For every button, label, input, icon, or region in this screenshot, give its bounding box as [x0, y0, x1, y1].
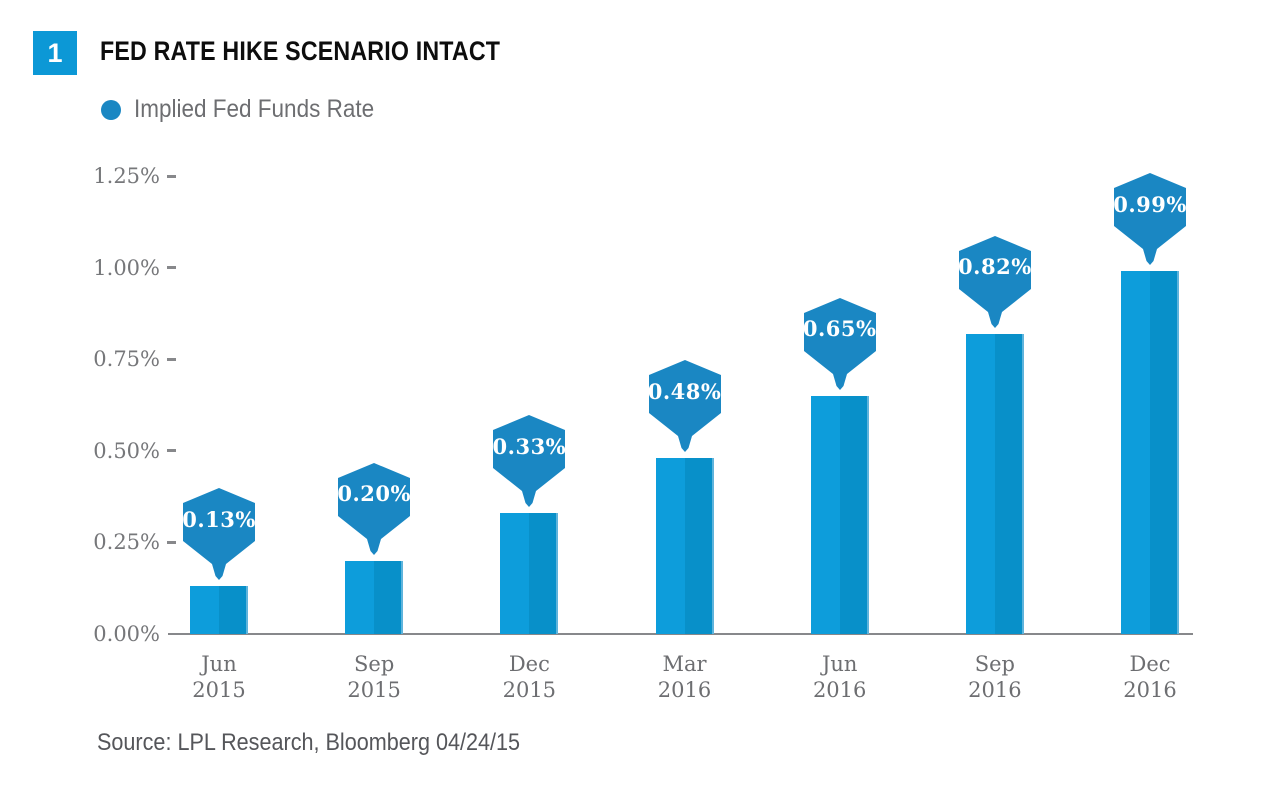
x-axis-label: Sep 2015	[304, 651, 444, 703]
bar-value-callout: 0.48%	[647, 360, 722, 453]
y-axis-tick-label: 0.25%	[93, 530, 160, 555]
x-axis-line	[168, 633, 1193, 635]
x-axis-label-month: Dec	[508, 652, 550, 676]
bar	[655, 458, 714, 634]
bar-value-label: 0.82%	[958, 254, 1032, 280]
bar-value-label: 0.65%	[802, 316, 877, 342]
legend-dot-icon	[101, 99, 121, 120]
bar-value-label: 0.20%	[337, 481, 411, 507]
y-axis-tick-label: 1.00%	[93, 255, 160, 280]
y-axis-tick-mark	[167, 174, 176, 178]
bar	[190, 586, 248, 634]
bar-value-callout: 0.99%	[1113, 173, 1187, 266]
bar-value-callout: 0.82%	[958, 235, 1032, 328]
x-axis-label-month: Jun	[201, 652, 237, 676]
x-axis-label-year: 2016	[968, 678, 1022, 702]
bar-value-callout: 0.65%	[802, 297, 877, 390]
y-axis-tick-mark	[167, 357, 176, 361]
legend-label: Implied Fed Funds Rate	[134, 95, 375, 123]
x-axis-label: Sep 2016	[925, 651, 1065, 703]
bar-value-label: 0.99%	[1113, 191, 1187, 217]
y-axis-tick-label: 0.75%	[93, 347, 160, 372]
x-axis-label-year: 2016	[812, 678, 867, 702]
hexagon-pin-icon	[1114, 173, 1187, 266]
x-axis-label: Jun 2016	[770, 651, 910, 703]
y-axis-tick-label: 1.25%	[93, 164, 160, 188]
x-axis-label-year: 2015	[192, 678, 246, 702]
x-axis-label-month: Mar	[662, 652, 707, 676]
y-axis-tick-label: 0.00%	[93, 622, 160, 646]
bar-value-label: 0.13%	[182, 506, 256, 532]
bar-value-label: 0.33%	[492, 433, 567, 459]
legend: Implied Fed Funds Rate	[101, 95, 401, 124]
bar-value-callout: 0.13%	[182, 488, 256, 581]
y-axis-tick-mark	[167, 266, 176, 270]
hexagon-pin-icon	[493, 415, 566, 508]
hexagon-pin-icon	[338, 462, 411, 555]
bar	[500, 513, 559, 634]
x-axis-label-year: 2016	[657, 678, 712, 702]
x-axis-label-year: 2015	[347, 678, 401, 702]
x-axis-label-month: Dec	[1129, 652, 1171, 676]
bar-value-label: 0.48%	[647, 378, 722, 404]
x-axis-label: Dec 2016	[1080, 651, 1220, 703]
x-axis-label-month: Jun	[821, 652, 858, 676]
x-axis-label-year: 2016	[1123, 678, 1177, 702]
source-note: Source: LPL Research, Bloomberg 04/24/15	[97, 729, 521, 756]
y-axis-tick-mark	[167, 449, 176, 453]
bar-value-callout: 0.20%	[337, 462, 411, 555]
hexagon-pin-icon	[648, 360, 721, 453]
hexagon-pin-icon	[183, 488, 255, 581]
x-axis-label-month: Sep	[354, 652, 395, 676]
bar	[1121, 271, 1180, 634]
y-axis-tick-mark	[167, 540, 176, 544]
x-axis-label-month: Sep	[974, 652, 1015, 676]
bar	[345, 560, 404, 634]
x-axis-label: Dec 2015	[459, 651, 599, 703]
x-axis-label: Jun 2015	[149, 651, 289, 703]
x-axis-label-year: 2015	[502, 678, 557, 702]
x-axis-label: Mar 2016	[615, 651, 755, 703]
hexagon-pin-icon	[803, 297, 876, 390]
y-axis-tick-label: 0.50%	[93, 438, 160, 463]
bar	[965, 333, 1024, 634]
figure-number-badge: 1	[33, 31, 77, 75]
bar-value-callout: 0.33%	[492, 415, 567, 508]
chart-title: FED RATE HIKE SCENARIO INTACT	[100, 36, 501, 66]
bar	[810, 395, 869, 634]
hexagon-pin-icon	[958, 235, 1031, 328]
